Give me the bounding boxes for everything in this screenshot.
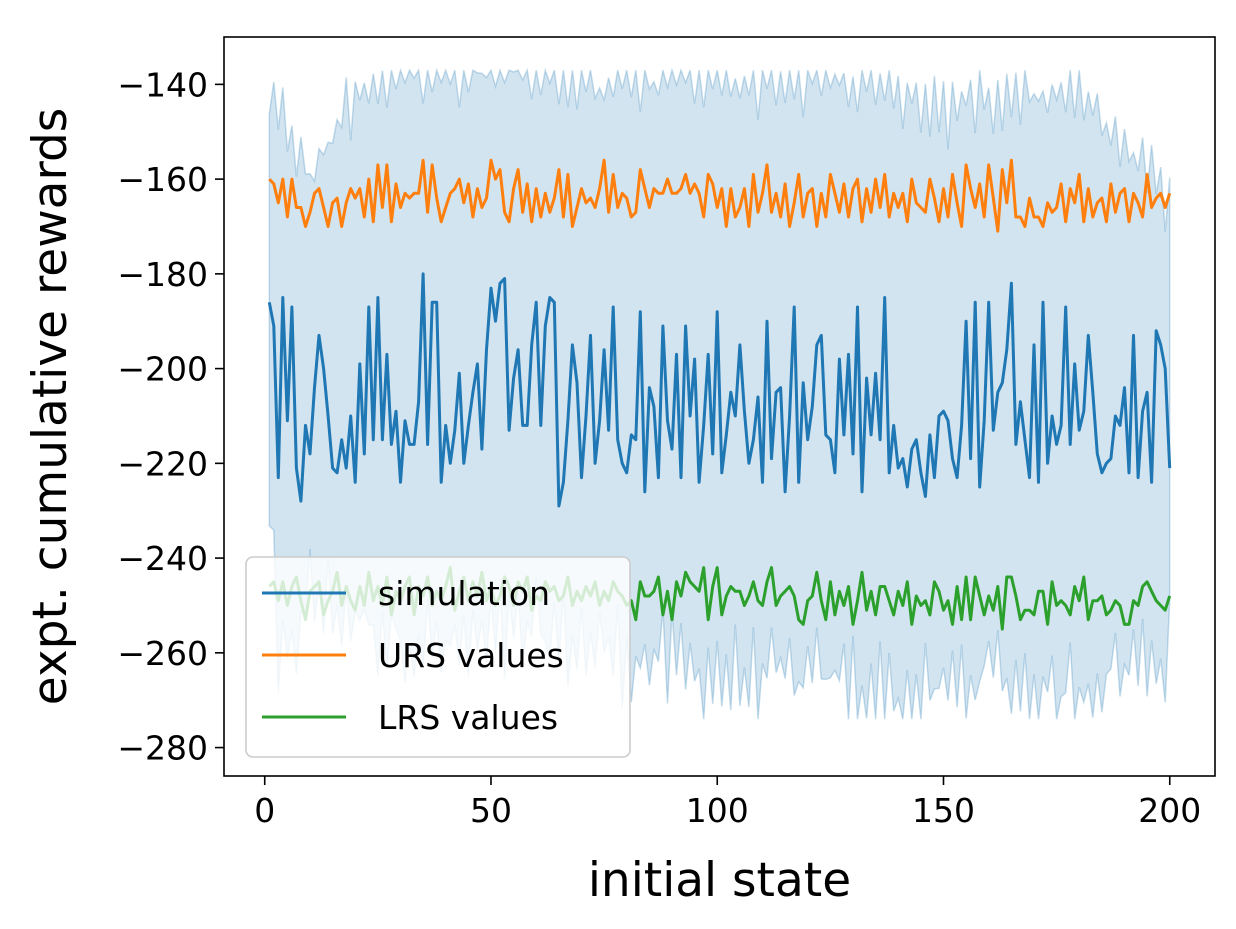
y-tick-label: −240 — [117, 539, 208, 578]
y-tick-label: −260 — [117, 634, 208, 673]
y-tick-label: −280 — [117, 729, 208, 768]
x-tick-label: 0 — [254, 791, 275, 830]
x-tick-label: 50 — [470, 791, 512, 830]
legend-label-lrs-values: LRS values — [378, 698, 558, 737]
y-tick-label: −140 — [117, 65, 208, 104]
x-tick-label: 200 — [1138, 791, 1201, 830]
legend-label-urs-values: URS values — [378, 636, 564, 675]
legend-label-simulation: simulation — [378, 574, 550, 613]
axes-frame — [223, 36, 1216, 777]
y-tick-label: −220 — [117, 444, 208, 483]
x-axis-label: initial state — [588, 853, 851, 908]
legend: simulation URS values LRS values — [245, 556, 631, 758]
axes: 0 50 100 150 200 −140 −160 −180 −200 −220 −240 −260… — [23, 36, 1216, 908]
series-line-simulation — [267, 272, 1172, 508]
x-tick-label: 150 — [912, 791, 975, 830]
series-line-urs-values — [268, 158, 1172, 233]
x-tick-label: 100 — [686, 791, 749, 830]
y-tick-label: −180 — [117, 255, 208, 294]
y-tick-label: −160 — [117, 160, 208, 199]
legend-box — [245, 556, 631, 758]
y-tick-label: −200 — [117, 350, 208, 389]
y-axis-label: expt. cumulative rewards — [23, 108, 78, 706]
